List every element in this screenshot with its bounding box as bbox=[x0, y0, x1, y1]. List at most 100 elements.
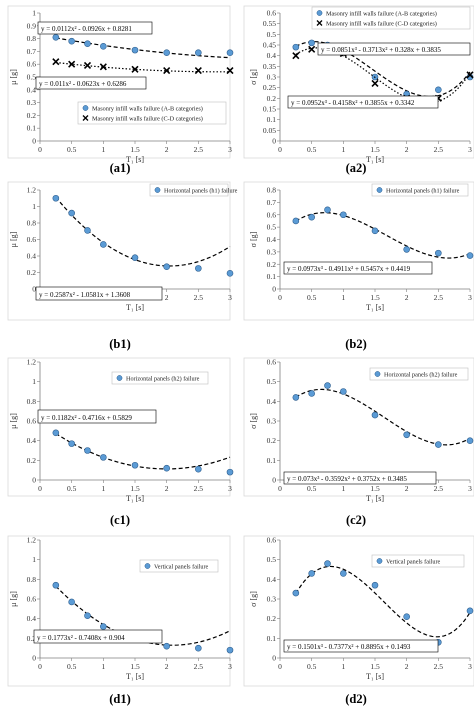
data-point bbox=[195, 49, 202, 56]
x-tick-label: 1.5 bbox=[370, 293, 380, 302]
y-axis-label: μ [g] bbox=[9, 69, 18, 85]
x-tick-label: 0 bbox=[38, 484, 42, 493]
equation-text: y = 0.1773x² - 0.7408x + 0.904 bbox=[37, 634, 125, 642]
y-tick-label: 0.7 bbox=[267, 198, 277, 207]
legend-marker-x bbox=[316, 20, 323, 26]
trend-equation: y = 0.2587x² - 1.0581x + 1.3608 bbox=[35, 286, 163, 301]
legend-marker-circle bbox=[144, 563, 151, 569]
data-point bbox=[52, 194, 60, 202]
equation-box bbox=[33, 629, 163, 644]
legend: Vertical panels failure bbox=[139, 559, 219, 573]
data-point bbox=[308, 213, 315, 221]
legend-box bbox=[369, 367, 469, 381]
data-point bbox=[324, 206, 331, 214]
y-tick-label: 0 bbox=[272, 476, 276, 485]
y-tick-label: 0.6 bbox=[267, 358, 277, 367]
data-point bbox=[340, 570, 347, 577]
y-tick-label: 0.15 bbox=[263, 105, 276, 114]
y-tick-label: 0.05 bbox=[263, 126, 276, 135]
trend-equation: y = 0.1182x² - 0.4716x + 0.5829 bbox=[37, 409, 157, 424]
legend-marker-circle bbox=[116, 375, 123, 381]
data-point bbox=[84, 447, 91, 454]
legend-label: Masonry infill walls failure (C-D catego… bbox=[326, 20, 437, 27]
legend-box bbox=[311, 6, 471, 30]
legend: Vertical panels failure bbox=[371, 554, 465, 568]
data-point bbox=[226, 67, 234, 75]
legend-label: Horizontal panels (h1) failure bbox=[164, 187, 238, 194]
x-tick-label: 2.5 bbox=[434, 662, 444, 671]
data-point bbox=[403, 246, 410, 253]
x-tick-label: 2 bbox=[165, 484, 169, 493]
chart-frame bbox=[7, 357, 231, 497]
equation-text: y = 0.0851x³ - 0.3713x² + 0.328x + 0.383… bbox=[321, 46, 441, 54]
y-tick-label: 0.4 bbox=[267, 575, 277, 584]
chart-frame bbox=[7, 5, 231, 159]
data-point bbox=[435, 86, 442, 94]
y-tick-label: 0.6 bbox=[267, 536, 277, 545]
equation-box bbox=[37, 409, 157, 424]
y-tick-label: 0.5 bbox=[27, 73, 37, 82]
x-tick-label: 2.5 bbox=[434, 293, 444, 302]
series-1 bbox=[52, 58, 234, 75]
legend-label: Horizontal panels (h2) failure bbox=[384, 371, 458, 378]
y-tick-label: 0.35 bbox=[263, 62, 276, 71]
x-axis-label: T₁ [s] bbox=[366, 494, 384, 503]
data-point bbox=[163, 67, 171, 75]
y-tick-label: 0.6 bbox=[27, 417, 37, 426]
y-tick-label: 0.2 bbox=[267, 260, 277, 269]
y-tick-label: 0.8 bbox=[27, 219, 37, 228]
data-point bbox=[52, 581, 60, 589]
chart-frame bbox=[7, 535, 231, 687]
panel-caption: (b2) bbox=[345, 337, 367, 351]
y-axis-label: μ [g] bbox=[9, 591, 18, 607]
data-point bbox=[371, 79, 379, 87]
y-axis-label: σ [g] bbox=[249, 413, 258, 429]
data-point bbox=[131, 46, 139, 54]
trendline bbox=[55, 196, 231, 267]
x-tick-label: 2.5 bbox=[434, 484, 444, 493]
legend: Masonry infill walls failure (A-B catego… bbox=[77, 101, 227, 125]
data-point bbox=[163, 263, 170, 271]
data-point bbox=[99, 63, 107, 71]
y-tick-label: 0.3 bbox=[267, 247, 277, 256]
data-point bbox=[435, 441, 442, 448]
x-tick-label: 2 bbox=[405, 484, 409, 493]
y-tick-label: 0 bbox=[32, 654, 36, 663]
equation-box bbox=[283, 261, 433, 275]
data-point bbox=[52, 58, 60, 66]
data-point bbox=[163, 642, 170, 650]
legend-label: Vertical panels failure bbox=[386, 558, 441, 565]
chart-panel-a1: 0 0.1 0.2 0.3 0.4 0.5 0.6 0.7 0.8 0.9 1 0 0.5 1 1.5 2 2.… bbox=[7, 5, 234, 164]
y-tick-label: 0.1 bbox=[267, 115, 277, 124]
y-axis-label: σ [g] bbox=[249, 591, 258, 607]
chart-panel-c2: 0 0.1 0.2 0.3 0.4 0.5 0.6 0 0.5 1 1.5 2 2.5 3 T₁ [s] σ … bbox=[243, 358, 474, 503]
y-tick-label: 0.1 bbox=[267, 634, 277, 643]
legend-label: Horizontal panels (h1) failure bbox=[386, 187, 460, 194]
x-tick-label: 2.5 bbox=[194, 293, 204, 302]
data-point bbox=[403, 431, 410, 439]
y-tick-label: 1 bbox=[32, 377, 36, 386]
y-tick-label: 0.6 bbox=[27, 235, 37, 244]
y-tick-label: 0.5 bbox=[267, 377, 277, 386]
data-point bbox=[84, 40, 91, 48]
x-tick-label: 0.5 bbox=[307, 145, 317, 154]
legend-marker-circle bbox=[374, 371, 381, 377]
legend-marker-circle bbox=[154, 187, 161, 193]
x-tick-label: 2 bbox=[165, 293, 169, 302]
trendline bbox=[55, 61, 231, 73]
x-tick-label: 2 bbox=[165, 145, 169, 154]
data-point bbox=[466, 607, 474, 615]
x-axis-label: T₁ [s] bbox=[126, 494, 144, 503]
x-tick-label: 2.5 bbox=[194, 484, 204, 493]
y-tick-label: 0.8 bbox=[27, 34, 37, 43]
equation-box bbox=[35, 286, 163, 301]
data-point bbox=[371, 227, 379, 235]
data-point bbox=[68, 440, 75, 447]
data-point bbox=[308, 390, 315, 397]
x-tick-label: 0.5 bbox=[307, 484, 317, 493]
data-point bbox=[371, 581, 379, 589]
legend-box bbox=[149, 183, 229, 197]
data-point bbox=[163, 49, 170, 56]
